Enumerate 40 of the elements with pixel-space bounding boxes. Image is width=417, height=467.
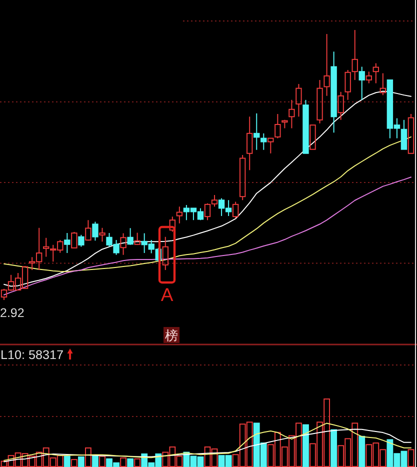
candlestick [254, 112, 260, 150]
bar [127, 458, 134, 467]
candlestick [338, 91, 344, 120]
candlestick [372, 62, 380, 84]
candlestick [330, 51, 337, 134]
candlestick [246, 116, 253, 171]
candlestick [274, 113, 281, 139]
candlestick [64, 232, 70, 254]
bar [64, 456, 70, 467]
bar [92, 455, 98, 467]
annotation: A [160, 284, 174, 305]
candlestick [344, 69, 351, 100]
candlestick [400, 119, 408, 150]
candlestick [380, 72, 386, 96]
bar [70, 459, 78, 467]
text: L10: 58317 [0, 348, 64, 362]
candlestick [296, 84, 302, 118]
candlestick [99, 227, 106, 242]
candlestick [162, 236, 168, 271]
bar [302, 424, 309, 467]
bar [134, 458, 141, 467]
bar [120, 457, 126, 467]
candlestick [176, 206, 183, 224]
candlestick [358, 66, 365, 100]
candlestick [268, 138, 274, 154]
bar [330, 429, 338, 467]
candlestick [260, 132, 267, 150]
candlestick [120, 232, 126, 256]
candlestick [316, 79, 323, 124]
text: 2.92 [0, 306, 24, 320]
candlestick [127, 228, 134, 246]
candlestick [288, 99, 295, 129]
bar [408, 449, 414, 467]
bar [99, 456, 106, 467]
candlestick [408, 113, 414, 154]
candlestick [352, 30, 358, 80]
bar [85, 447, 92, 467]
bar [358, 436, 366, 467]
bar [78, 456, 84, 467]
candlestick [324, 34, 330, 96]
